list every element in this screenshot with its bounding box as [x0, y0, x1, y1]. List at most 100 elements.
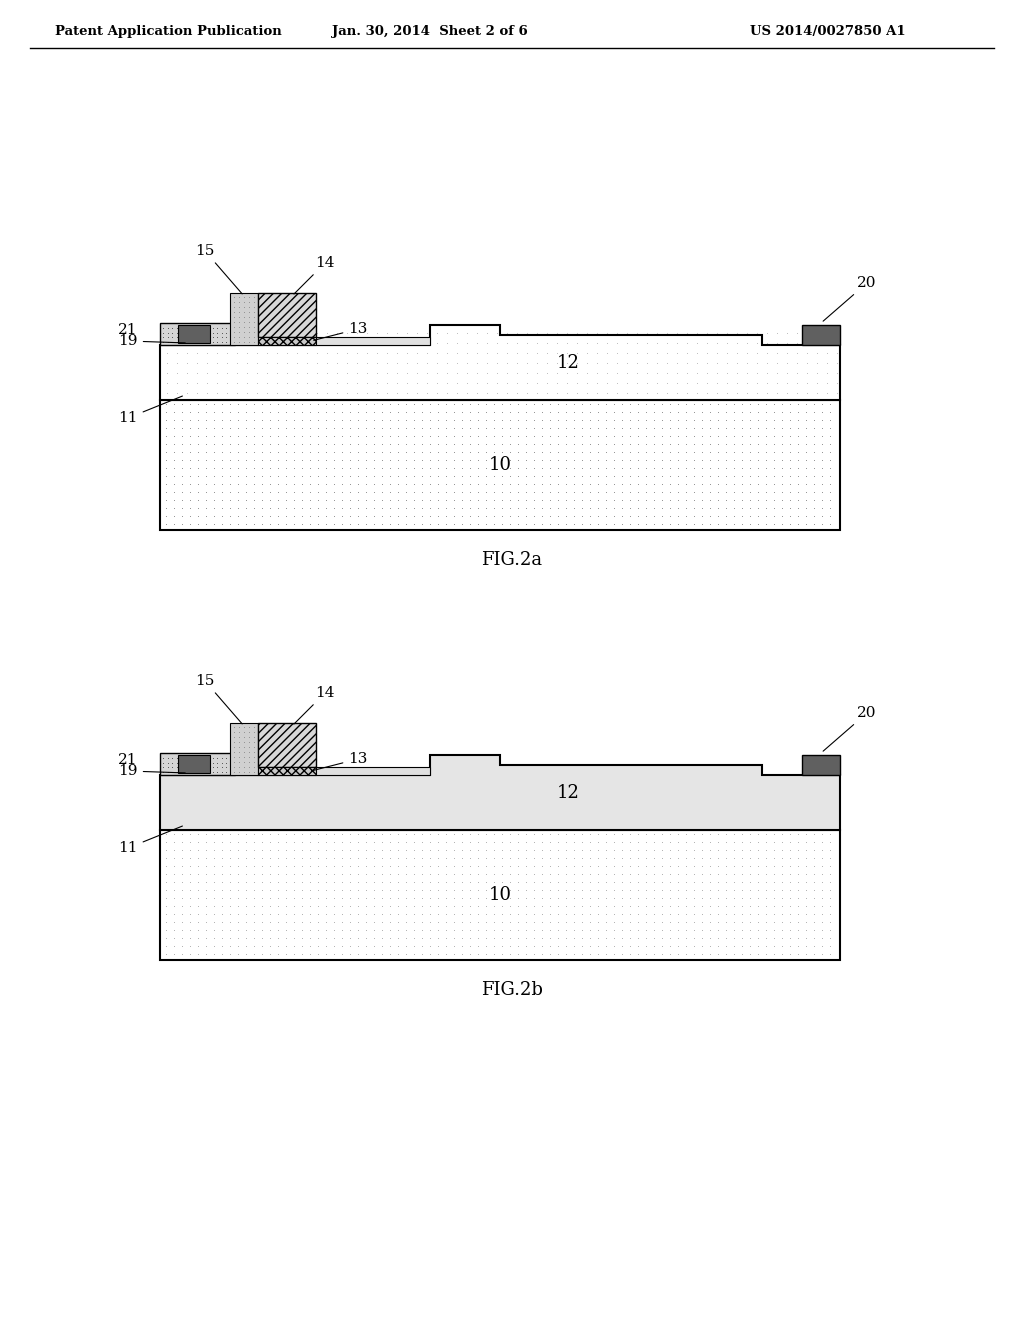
Point: [558, 449, 574, 470]
Point: [357, 433, 374, 454]
Point: [429, 342, 445, 363]
Point: [189, 903, 206, 924]
Point: [734, 490, 751, 511]
Point: [214, 752, 230, 774]
Point: [669, 352, 685, 374]
Point: [686, 847, 702, 869]
Point: [414, 944, 430, 965]
Point: [662, 498, 678, 519]
Point: [566, 482, 583, 503]
Point: [701, 871, 718, 892]
Point: [734, 433, 751, 454]
Point: [566, 417, 583, 438]
Point: [558, 895, 574, 916]
Point: [169, 762, 185, 783]
Point: [710, 944, 726, 965]
Point: [718, 433, 734, 454]
Point: [653, 840, 670, 861]
Point: [326, 928, 342, 949]
Point: [350, 409, 367, 430]
Point: [606, 847, 623, 869]
Point: [485, 449, 502, 470]
Point: [189, 498, 206, 519]
Point: [658, 342, 675, 363]
Point: [542, 401, 558, 422]
Point: [822, 840, 839, 861]
Point: [334, 863, 350, 884]
Point: [366, 920, 382, 941]
Point: [750, 425, 766, 446]
Point: [622, 458, 638, 479]
Point: [214, 318, 230, 339]
Point: [182, 752, 199, 774]
Point: [510, 895, 526, 916]
Point: [613, 474, 630, 495]
Point: [710, 506, 726, 527]
Point: [326, 433, 342, 454]
Point: [174, 920, 190, 941]
Point: [518, 863, 535, 884]
Point: [200, 756, 216, 777]
Point: [613, 832, 630, 853]
Point: [606, 417, 623, 438]
Point: [406, 879, 422, 900]
Point: [422, 936, 438, 957]
Point: [718, 840, 734, 861]
Point: [670, 513, 686, 535]
Point: [766, 887, 782, 908]
Point: [342, 887, 358, 908]
Point: [369, 333, 385, 354]
Point: [214, 466, 230, 487]
Point: [374, 871, 390, 892]
Point: [694, 871, 711, 892]
Point: [518, 498, 535, 519]
Point: [230, 737, 247, 758]
Point: [502, 895, 518, 916]
Point: [766, 832, 782, 853]
Point: [758, 879, 774, 900]
Point: [350, 449, 367, 470]
Point: [209, 363, 225, 384]
Point: [249, 342, 265, 363]
Point: [317, 474, 334, 495]
Point: [254, 895, 270, 916]
Point: [310, 903, 327, 924]
Point: [494, 441, 510, 462]
Point: [701, 847, 718, 869]
Point: [790, 903, 806, 924]
Point: [158, 855, 174, 876]
Point: [294, 513, 310, 535]
Point: [470, 887, 486, 908]
Point: [542, 482, 558, 503]
Point: [205, 752, 221, 774]
Point: [790, 840, 806, 861]
Point: [598, 879, 614, 900]
Point: [357, 871, 374, 892]
Point: [534, 433, 550, 454]
Point: [678, 490, 694, 511]
Point: [822, 863, 839, 884]
Point: [230, 296, 247, 317]
Point: [294, 474, 310, 495]
Point: [222, 855, 239, 876]
Point: [822, 871, 839, 892]
Point: [238, 458, 254, 479]
Point: [646, 840, 663, 861]
Point: [236, 315, 252, 337]
Point: [819, 363, 836, 384]
Point: [198, 393, 214, 414]
Point: [566, 409, 583, 430]
Point: [478, 944, 495, 965]
Point: [710, 887, 726, 908]
Point: [462, 401, 478, 422]
Point: [653, 441, 670, 462]
Point: [534, 887, 550, 908]
Point: [269, 458, 286, 479]
Point: [494, 903, 510, 924]
Point: [629, 372, 645, 393]
Point: [366, 513, 382, 535]
Point: [726, 425, 742, 446]
Point: [334, 458, 350, 479]
Point: [334, 433, 350, 454]
Point: [238, 393, 254, 414]
